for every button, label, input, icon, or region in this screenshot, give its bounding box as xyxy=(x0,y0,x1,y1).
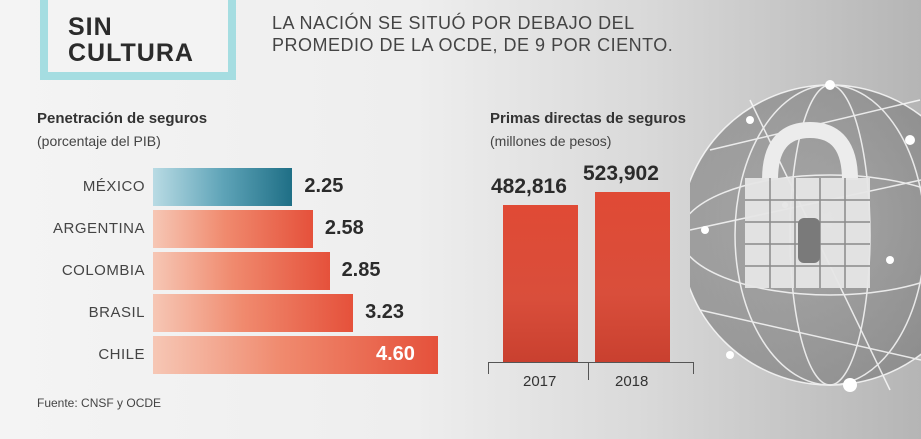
source-note: Fuente: CNSF y OCDE xyxy=(37,396,162,410)
right-chart-subtitle: (millones de pesos) xyxy=(490,133,612,149)
column-value-label: 523,902 xyxy=(583,162,659,185)
bar-category-label: CHILE xyxy=(98,346,145,363)
title-frame xyxy=(40,0,236,80)
bar-value-label: 3.23 xyxy=(365,301,405,323)
bar-colombia xyxy=(153,252,330,290)
bar-category-label: ARGENTINA xyxy=(52,220,145,237)
bar-value-label: 2.85 xyxy=(341,259,381,281)
bar-value-label: 2.58 xyxy=(324,217,364,239)
network-lock-illustration xyxy=(690,80,921,392)
page-title: SIN CULTURA xyxy=(68,13,194,67)
x-axis-tick xyxy=(588,362,589,380)
bar-value-label: 4.60 xyxy=(376,343,415,365)
bar-value-label: 2.25 xyxy=(304,175,344,197)
bar-category-label: BRASIL xyxy=(88,304,145,321)
x-tick-label: 2018 xyxy=(615,373,649,390)
page-subtitle: LA NACIÓN SE SITUÓ POR DEBAJO DEL PROMED… xyxy=(272,13,674,55)
column-value-label: 482,816 xyxy=(491,175,567,199)
left-chart-title: Penetración de seguros xyxy=(37,110,208,127)
bar-méxico xyxy=(153,168,293,206)
x-axis-tick xyxy=(693,362,694,374)
left-chart-subtitle: (porcentaje del PIB) xyxy=(37,133,161,149)
bar-category-label: MÉXICO xyxy=(82,178,145,195)
x-tick-label: 2017 xyxy=(523,373,557,390)
column-2018 xyxy=(595,192,670,362)
x-axis-line xyxy=(488,362,694,363)
bar-category-label: COLOMBIA xyxy=(61,262,145,279)
x-axis-tick xyxy=(488,362,489,374)
right-chart-title: Primas directas de seguros xyxy=(490,110,686,127)
bar-chile xyxy=(153,336,438,374)
bar-brasil xyxy=(153,294,354,332)
bar-argentina xyxy=(153,210,313,248)
lock-icon xyxy=(745,121,870,288)
column-2017 xyxy=(503,205,578,362)
